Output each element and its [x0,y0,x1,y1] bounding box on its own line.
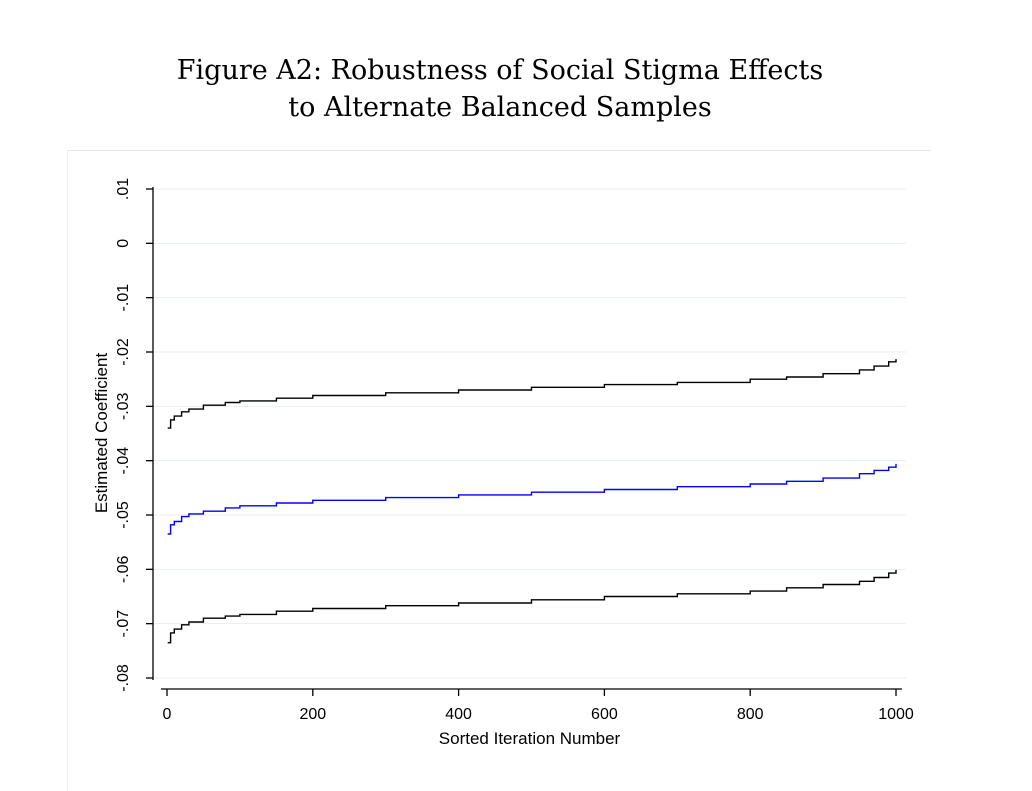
series-lines [167,359,897,644]
x-tick-label: 800 [737,706,764,723]
x-tick-label: 600 [591,706,618,723]
x-tick-label: 0 [163,706,172,723]
x-axis: 0 200 400 600 800 1000 [161,688,914,723]
y-tick-label: -.04 [115,447,132,475]
y-tick-label: -.06 [115,555,132,583]
x-tick-label: 400 [445,706,472,723]
series-line-3 [167,569,897,644]
y-tick-label: 0 [115,239,132,248]
y-tick-label: -.08 [115,664,132,692]
y-tick-label: .01 [115,178,132,200]
figure-title-line2: to Alternate Balanced Samples [288,92,712,123]
y-axis: .01 0 -.01 -.02 -.03 -.04 -.05 -.06 -.07 -.08 [115,178,154,692]
y-tick-label: -.03 [115,392,132,420]
x-axis-title: Sorted Iteration Number [439,729,621,748]
series-line-2 [167,463,897,535]
figure-title-line1: Figure A2: Robustness of Social Stigma E… [176,55,824,86]
x-tick-label: 200 [299,706,326,723]
chart-panel [67,150,930,791]
y-tick-label: -.07 [115,610,132,638]
y-axis-title: Estimated Coefficient [92,353,111,514]
y-tick-label: -.05 [115,501,132,529]
figure-title: Figure A2: Robustness of Social Stigma E… [0,52,1000,126]
grid-lines [154,188,906,679]
x-tick-label: 1000 [878,706,914,723]
series-line-1 [167,359,897,429]
y-tick-label: -.02 [115,338,132,366]
y-tick-label: -.01 [115,284,132,312]
